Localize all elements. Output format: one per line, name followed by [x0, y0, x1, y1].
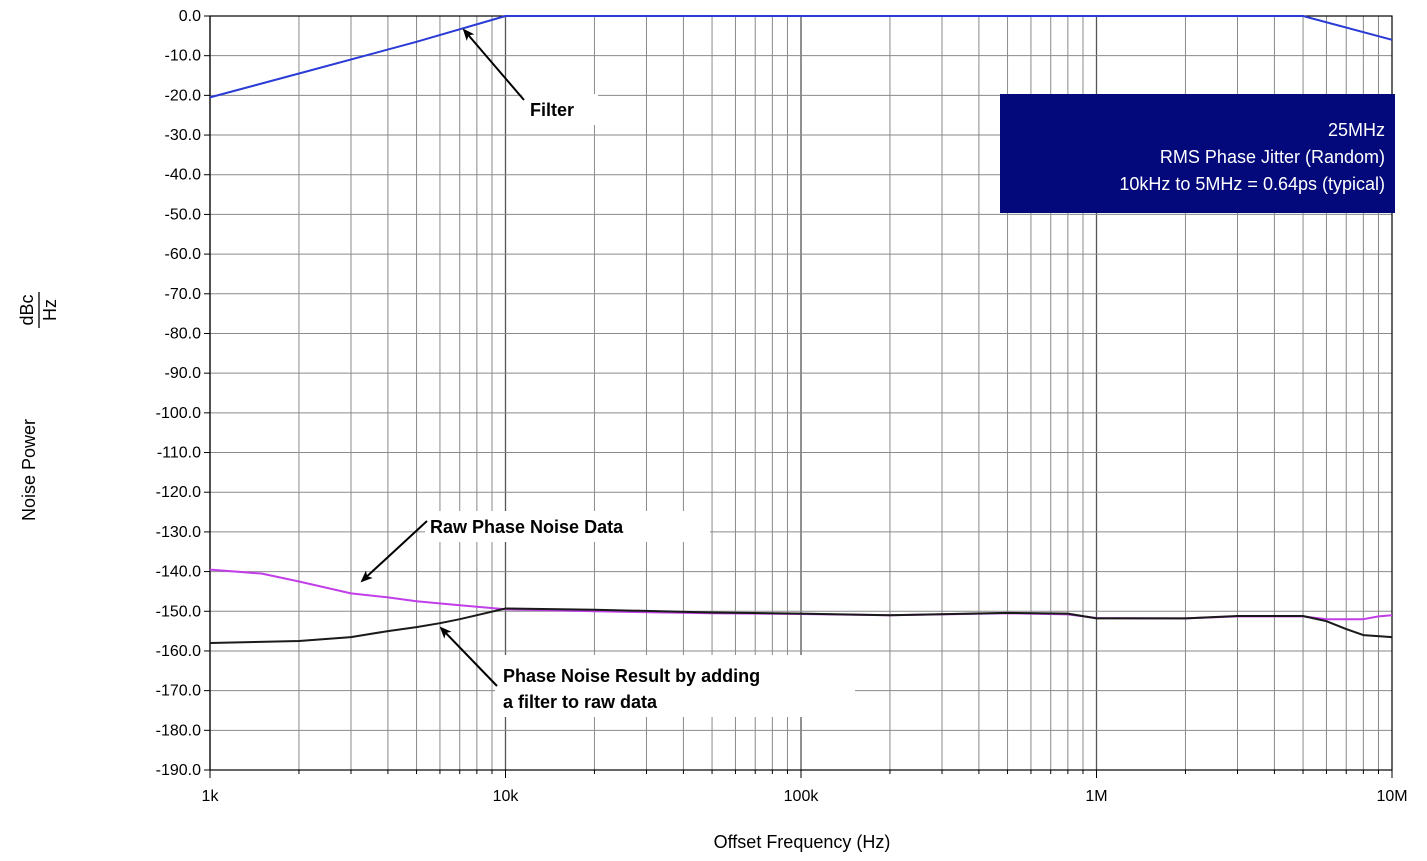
info-box-line-3: 10kHz to 5MHz = 0.64ps (typical): [1119, 174, 1385, 194]
annotation-raw-arrow: [360, 520, 428, 583]
y-tick-label: -100.0: [156, 405, 201, 422]
series-line-filter: [209, 15, 1393, 99]
x-tick-label: 1M: [1085, 788, 1107, 805]
info-box-line-1: 25MHz: [1328, 120, 1385, 140]
annotation-filter-arrow: [462, 28, 525, 101]
y-tick-label: -170.0: [156, 683, 201, 700]
y-tick-label: -40.0: [165, 167, 202, 184]
y-tick-label: -190.0: [156, 762, 201, 779]
annotation-raw: Raw Phase Noise Data: [360, 511, 710, 583]
annotation-result: Phase Noise Result by adding a filter to…: [439, 626, 855, 717]
annotation-result-label-line-1: Phase Noise Result by adding: [503, 666, 760, 686]
y-tick-label: -20.0: [165, 87, 202, 104]
x-tick-label: 10M: [1376, 788, 1407, 805]
info-box: 25MHz RMS Phase Jitter (Random) 10kHz to…: [1000, 94, 1395, 213]
info-box-line-2: RMS Phase Jitter (Random): [1160, 147, 1385, 167]
y-axis-title-text: Noise Power: [19, 419, 39, 521]
y-tick-label: -120.0: [156, 484, 201, 501]
y-tick-label: -50.0: [165, 206, 202, 223]
y-tick-label: -60.0: [165, 246, 202, 263]
series: [209, 15, 1393, 644]
x-axis-ticks: 1k 10k 100k 1M 10M: [202, 770, 1408, 805]
annotation-result-arrow: [439, 626, 498, 687]
y-tick-label: -10.0: [165, 48, 202, 65]
y-axis-title: Noise Power dBc Hz: [17, 292, 60, 521]
y-tick-label: -70.0: [165, 286, 202, 303]
y-tick-label: -150.0: [156, 603, 201, 620]
y-tick-label: 0.0: [179, 8, 201, 25]
y-tick-label: -180.0: [156, 722, 201, 739]
x-axis-title: Offset Frequency (Hz): [714, 832, 891, 852]
annotation-filter-bg: [522, 94, 598, 125]
annotation-filter: Filter: [462, 28, 598, 125]
y-tick-label: -130.0: [156, 524, 201, 541]
x-tick-label: 10k: [493, 788, 520, 805]
y-tick-label: -110.0: [157, 445, 201, 462]
annotation-filter-label: Filter: [530, 100, 574, 120]
y-tick-label: -30.0: [165, 127, 202, 144]
info-box-background: [1000, 94, 1395, 213]
y-axis-unit-denominator: Hz: [40, 299, 60, 321]
y-tick-label: -90.0: [165, 365, 202, 382]
y-tick-label: -80.0: [165, 325, 202, 342]
y-axis-unit-numerator: dBc: [17, 294, 37, 325]
x-tick-label: 1k: [202, 788, 220, 805]
x-tick-label: 100k: [784, 788, 820, 805]
series-line-result: [209, 607, 1393, 644]
annotation-raw-label: Raw Phase Noise Data: [430, 517, 624, 537]
y-tick-label: -160.0: [156, 643, 201, 660]
annotation-result-bg: [495, 655, 855, 717]
annotation-result-label-line-2: a filter to raw data: [503, 692, 658, 712]
y-tick-label: -140.0: [156, 564, 201, 581]
annotation-raw-bg: [425, 511, 710, 542]
y-axis-ticks: 0.0 -10.0 -20.0 -30.0 -40.0 -50.0 -60.0 -70.0 -8…: [156, 8, 210, 779]
